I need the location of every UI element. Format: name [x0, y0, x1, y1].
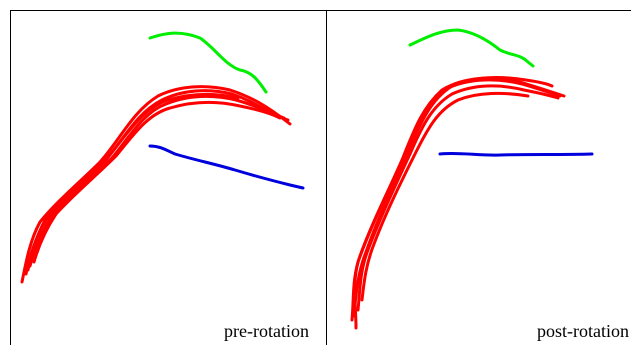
- left-border: [10, 10, 11, 345]
- green-tract: [408, 28, 535, 68]
- green-tract: [148, 31, 268, 94]
- top-border: [10, 10, 631, 11]
- red-fiber-bundle: [20, 85, 292, 284]
- red-fiber-bundle: [350, 76, 566, 330]
- post-rotation-panel: post-rotation: [327, 11, 631, 345]
- pre-rotation-caption: pre-rotation: [224, 321, 309, 341]
- blue-tract: [148, 144, 305, 190]
- post-rotation-caption: post-rotation: [537, 321, 629, 341]
- blue-tract: [438, 151, 594, 157]
- pre-rotation-panel: pre-rotation: [11, 11, 326, 345]
- pre-rotation-tracts: [20, 31, 305, 284]
- post-rotation-tracts: [350, 28, 594, 330]
- panel-divider: [326, 10, 327, 345]
